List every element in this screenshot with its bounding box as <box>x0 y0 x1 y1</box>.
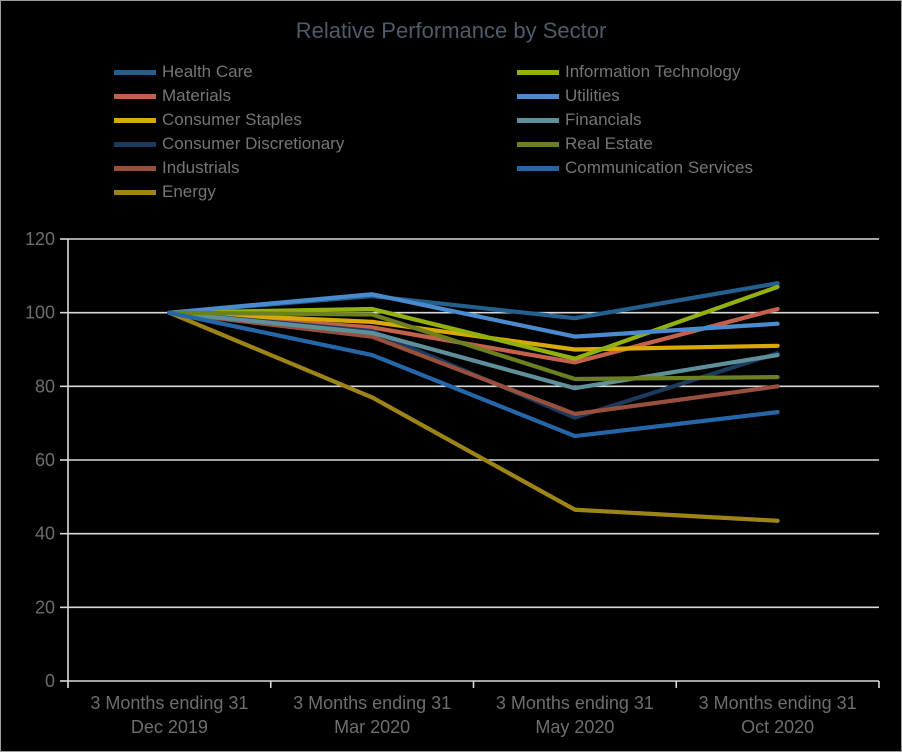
y-axis-label-60: 60 <box>35 450 55 470</box>
legend-label: Consumer Staples <box>162 110 302 129</box>
y-axis-label-20: 20 <box>35 597 55 617</box>
y-axis-label-100: 100 <box>25 303 55 323</box>
legend-item-materials: Materials <box>114 84 344 108</box>
legend-item-energy: Energy <box>114 180 344 204</box>
legend-swatch-financials <box>517 117 559 123</box>
series-line-energy <box>167 310 780 523</box>
legend-item-real-estate: Real Estate <box>517 132 753 156</box>
legend-swatch-information-technology <box>517 69 559 75</box>
legend-item-information-technology: Information Technology <box>517 60 753 84</box>
legend-swatch-materials <box>114 93 156 99</box>
y-axis-label-0: 0 <box>45 671 55 691</box>
legend-label: Energy <box>162 182 216 201</box>
y-axis-label-40: 40 <box>35 524 55 544</box>
chart-legend: Health Care Materials Consumer Staples Cons… <box>1 60 901 205</box>
legend-item-industrials: Industrials <box>114 156 344 180</box>
legend-label: Financials <box>565 110 642 129</box>
legend-swatch-industrials <box>114 165 156 171</box>
legend-swatch-consumer-staples <box>114 117 156 123</box>
series-line-information-technology <box>167 284 780 361</box>
series-line-financials <box>167 310 780 391</box>
legend-column-left: Health Care Materials Consumer Staples Cons… <box>114 60 344 204</box>
legend-swatch-consumer-discretionary <box>114 141 156 147</box>
legend-swatch-communication-services <box>517 165 559 171</box>
x-axis-label-2: 3 Months ending 31 Mar 2020 <box>293 693 451 737</box>
legend-item-utilities: Utilities <box>517 84 753 108</box>
legend-label: Information Technology <box>565 62 741 81</box>
legend-swatch-health-care <box>114 69 156 75</box>
legend-label: Real Estate <box>565 134 653 153</box>
series-line-real-estate <box>167 310 780 382</box>
legend-item-consumer-staples: Consumer Staples <box>114 108 344 132</box>
legend-label: Industrials <box>162 158 240 177</box>
legend-item-consumer-discretionary: Consumer Discretionary <box>114 132 344 156</box>
legend-label: Consumer Discretionary <box>162 134 345 153</box>
legend-item-communication-services: Communication Services <box>517 156 753 180</box>
x-axis-label-4: 3 Months ending 31 Oct 2020 <box>699 693 857 737</box>
series-line-communication-services <box>167 310 780 439</box>
legend-label: Health Care <box>162 62 253 81</box>
y-axis-label-120: 120 <box>25 229 55 249</box>
x-axis-label-1: 3 Months ending 31 Dec 2019 <box>90 693 248 737</box>
legend-swatch-utilities <box>517 93 559 99</box>
legend-item-financials: Financials <box>517 108 753 132</box>
legend-swatch-energy <box>114 189 156 195</box>
legend-column-right: Information Technology Utilities Financial… <box>517 60 753 180</box>
series-line-utilities <box>167 292 780 339</box>
x-axis-label-3: 3 Months ending 31 May 2020 <box>496 693 654 737</box>
legend-label: Communication Services <box>565 158 754 177</box>
legend-item-health-care: Health Care <box>114 60 344 84</box>
chart-title: Relative Performance by Sector <box>295 18 607 43</box>
legend-label: Materials <box>162 86 231 105</box>
y-axis-label-80: 80 <box>35 376 55 396</box>
legend-label: Utilities <box>565 86 620 105</box>
legend-swatch-real-estate <box>517 141 559 147</box>
